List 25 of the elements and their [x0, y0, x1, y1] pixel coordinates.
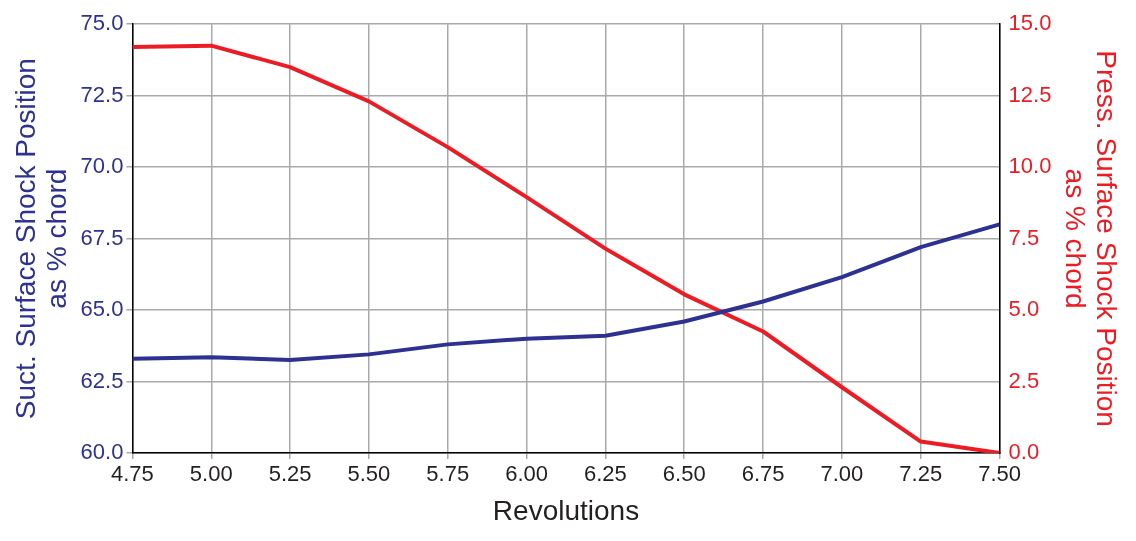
- y2-tick-label: 15.0: [1008, 10, 1052, 36]
- y-axis-title: Suct. Surface Shock Position as % chord: [10, 58, 72, 420]
- y-tick-label: 72.5: [80, 81, 124, 107]
- y-tick-label: 65.0: [80, 296, 124, 322]
- x-tick-label: 6.25: [584, 461, 627, 487]
- x-tick-label: 7.00: [820, 461, 864, 487]
- x-tick-label: 5.00: [189, 461, 233, 487]
- x-tick-label: 7.25: [899, 461, 943, 487]
- y-tick-label: 62.5: [80, 367, 124, 393]
- x-tick-label: 5.25: [268, 461, 312, 487]
- y-tick-label: 70.0: [80, 153, 124, 179]
- y2-tick-label: 5.0: [1008, 296, 1040, 322]
- x-tick-label: 6.75: [741, 461, 785, 487]
- x-tick-label: 6.00: [505, 461, 548, 487]
- y2-tick-label: 10.0: [1008, 153, 1052, 179]
- x-tick-label: 5.50: [347, 461, 391, 487]
- x-tick-label: 5.75: [426, 461, 470, 487]
- y-tick-label: 75.0: [80, 10, 124, 36]
- x-axis-title: Revolutions: [492, 494, 640, 526]
- x-tick-label: 6.50: [662, 461, 706, 487]
- y-tick-label: 67.5: [80, 224, 124, 250]
- y2-tick-label: 12.5: [1008, 81, 1052, 107]
- y2-tick-label: 7.5: [1008, 224, 1040, 250]
- y2-axis-title: Press. Surface Shock Position as % chord: [1060, 50, 1122, 427]
- y2-tick-label: 2.5: [1008, 367, 1040, 393]
